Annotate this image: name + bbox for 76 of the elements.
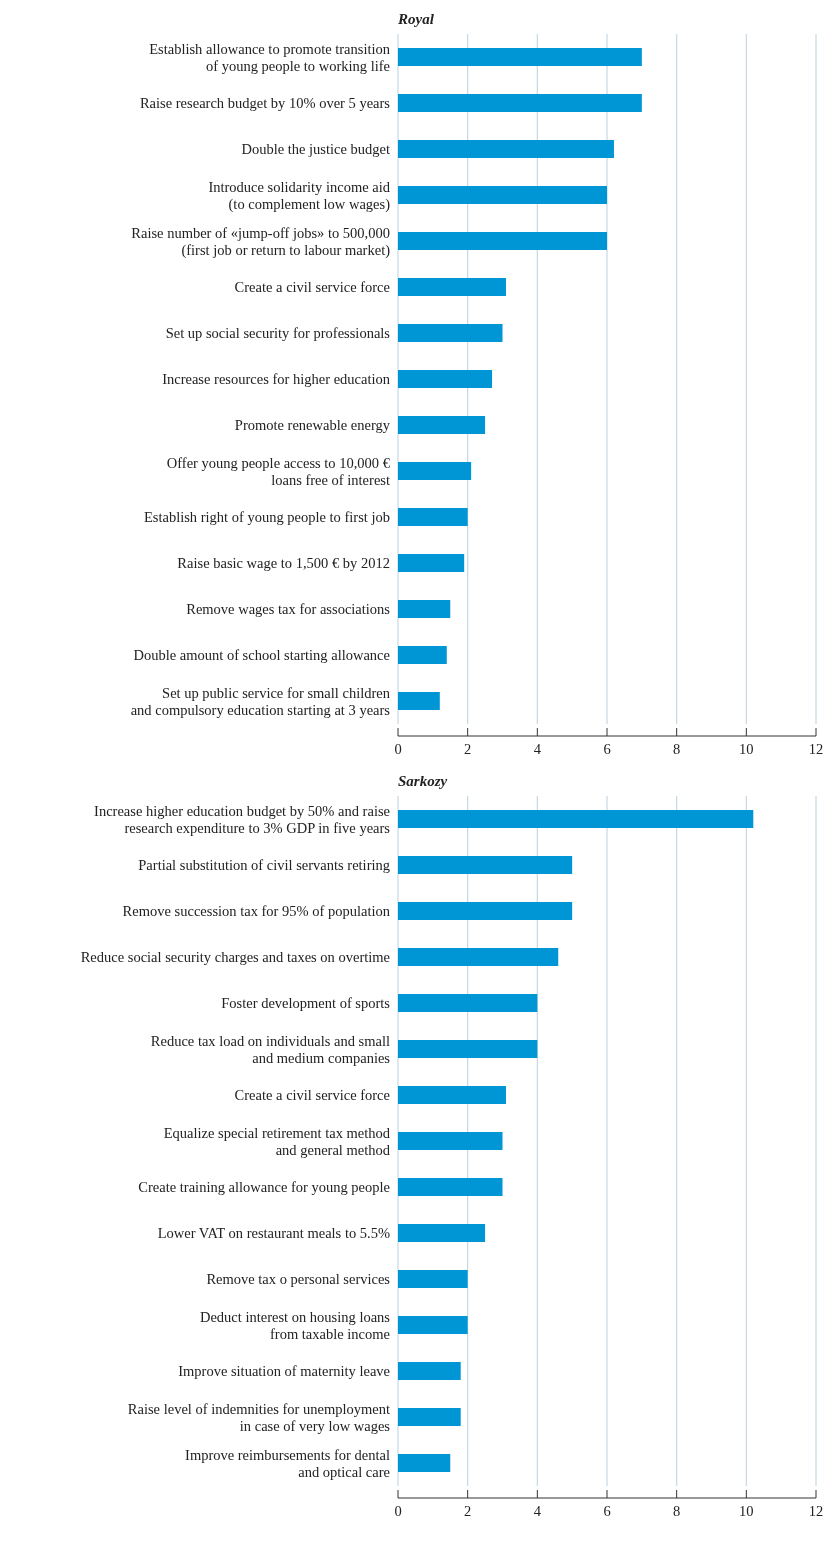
x-tick-label: 0: [394, 741, 402, 757]
bar: [398, 856, 573, 874]
y-tick-label: Raise research budget by 10% over 5 years: [139, 95, 391, 111]
y-tick-label: Offer young people access to 10,000 € loans free of interest: [166, 454, 391, 488]
bar: [398, 1224, 486, 1242]
y-tick-label: Foster development of sports: [221, 995, 391, 1011]
bar: [398, 1408, 461, 1426]
y-tick-label: Set up social security for professionals: [165, 325, 391, 341]
y-tick-label: Establish allowance to promote transition of young people to working life: [149, 40, 391, 74]
y-tick-label: Reduce social security charges and taxes on overtime: [80, 949, 390, 965]
y-tick-label: Remove succession tax for 95% of population: [122, 903, 391, 919]
chart-title: Sarkozy: [398, 773, 448, 789]
y-tick-label: Introduce solidarity income aid (to complement low wages): [208, 178, 391, 213]
bar: [398, 810, 754, 828]
x-tick-label: 10: [739, 1503, 754, 1519]
bar: [398, 1132, 503, 1150]
y-tick-label: Raise basic wage to 1,500 € by 2012: [177, 555, 390, 571]
y-tick-label: Improve situation of maternity leave: [178, 1363, 390, 1379]
y-tick-label: Improve reimbursements for dental and optical care: [185, 1446, 390, 1480]
y-tick-label: Reduce tax load on individuals and small and medium companies: [150, 1032, 391, 1066]
y-tick-label: Double amount of school starting allowance: [133, 647, 390, 663]
bar: [398, 1270, 468, 1288]
bar: [398, 508, 468, 526]
bar: [398, 324, 503, 342]
x-tick-label: 12: [808, 741, 824, 757]
bar: [398, 140, 614, 158]
bar: [398, 370, 493, 388]
bar: [398, 462, 472, 480]
bar: [398, 994, 538, 1012]
y-tick-label: Create a civil service force: [234, 1087, 390, 1103]
y-tick-label: Equalize special retirement tax method and general method: [163, 1124, 391, 1158]
y-tick-label: Partial substitution of civil servants retiring: [138, 857, 390, 873]
bar: [398, 416, 486, 434]
chart-title: Royal: [397, 11, 435, 27]
y-tick-label: Raise number of «jump-off jobs» to 500,000 (first job or return to labour market): [131, 224, 391, 259]
bar: [398, 186, 607, 204]
y-tick-label: Establish right of young people to first job: [143, 509, 390, 525]
bar: [398, 48, 642, 66]
bar: [398, 1316, 468, 1334]
bar: [398, 692, 440, 710]
y-tick-label: Double the justice budget: [241, 141, 390, 157]
x-tick-label: 0: [394, 1503, 402, 1519]
y-tick-label: Increase resources for higher education: [162, 371, 391, 387]
y-tick-label: Create a civil service force: [234, 279, 390, 295]
bar: [398, 948, 559, 966]
bar: [398, 1086, 506, 1104]
x-tick-label: 4: [533, 741, 542, 757]
x-tick-label: 12: [808, 1503, 824, 1519]
y-tick-label: Raise level of indemnities for unemployment in case of very low wages: [127, 1400, 391, 1434]
bar: [398, 554, 465, 572]
bar: [398, 600, 451, 618]
y-tick-label: Promote renewable energy: [234, 417, 391, 433]
y-tick-label: Create training allowance for young people: [138, 1179, 390, 1195]
bar: [398, 902, 573, 920]
y-tick-label: Remove wages tax for associations: [186, 601, 391, 617]
y-tick-label: Increase higher education budget by 50% and raise research expenditure to 3% GDP in five years: [94, 802, 391, 836]
bar: [398, 1178, 503, 1196]
x-tick-label: 4: [533, 1503, 542, 1519]
bar: [398, 278, 506, 296]
x-tick-label: 2: [464, 1503, 472, 1519]
x-tick-label: 8: [673, 1503, 681, 1519]
bar: [398, 232, 607, 250]
x-tick-label: 6: [603, 741, 611, 757]
bar: [398, 1454, 451, 1472]
y-tick-label: Remove tax o personal services: [206, 1271, 391, 1287]
bar: [398, 94, 642, 112]
y-tick-label: Deduct interest on housing loans from taxable income: [199, 1308, 391, 1342]
x-tick-label: 10: [739, 741, 754, 757]
y-tick-label: Lower VAT on restaurant meals to 5.5%: [157, 1225, 390, 1241]
y-tick-label: Set up public service for small children and compulsory education starting at 3 years: [130, 684, 391, 718]
bar: [398, 1362, 461, 1380]
x-tick-label: 8: [673, 741, 681, 757]
x-tick-label: 6: [603, 1503, 611, 1519]
bar: [398, 646, 447, 664]
x-tick-label: 2: [464, 741, 472, 757]
bar: [398, 1040, 538, 1058]
